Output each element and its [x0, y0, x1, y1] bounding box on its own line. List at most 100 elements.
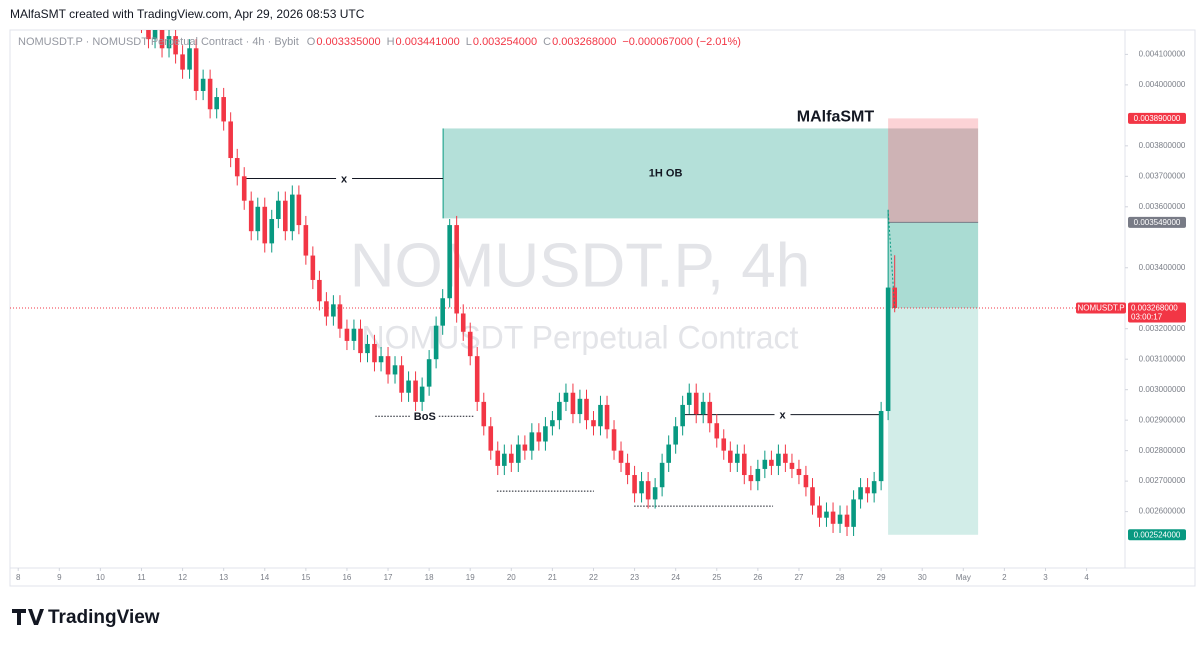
candle-body: [728, 450, 733, 463]
candle-body: [166, 36, 172, 49]
candle-body: [146, 30, 151, 40]
candle-body: [618, 450, 624, 463]
candle-body: [550, 420, 555, 427]
candle-body: [255, 206, 261, 232]
y-tick-label: 0.003000000: [1139, 385, 1186, 394]
x-tick-label: 25: [712, 573, 721, 582]
x-tick-label: 12: [178, 573, 187, 582]
last-price-label: 0.003268000: [1131, 304, 1178, 313]
x-tick-label: May: [956, 573, 971, 582]
candle-body: [755, 468, 761, 482]
candle-body: [351, 328, 357, 341]
candle-body: [611, 429, 617, 451]
candle-body: [645, 481, 651, 500]
candle-body: [433, 325, 439, 360]
candle-body: [577, 398, 583, 415]
candle-body: [262, 206, 268, 244]
x-tick-label: 16: [342, 573, 351, 582]
target-badge: [1128, 529, 1186, 541]
y-tick-label: 0.002700000: [1139, 476, 1186, 485]
x-tick-label: 3: [1043, 573, 1048, 582]
swing-label: x: [341, 173, 348, 185]
candle-body: [769, 459, 774, 466]
candle-body: [378, 356, 384, 363]
target-zone: [888, 222, 979, 535]
watermark-sub: NOMUSDT Perpetual Contract: [362, 319, 799, 355]
logo-mark: [12, 609, 44, 625]
candle-body: [844, 514, 850, 527]
footer-logo: TradingView: [12, 607, 160, 628]
candle-body: [317, 279, 322, 302]
candle-body: [557, 401, 562, 421]
x-tick-label: 10: [96, 573, 105, 582]
stop-badge: [1128, 112, 1186, 124]
candle-body: [707, 401, 713, 424]
candle-body: [495, 450, 501, 466]
ohlc-key: C: [543, 36, 551, 48]
y-tick-label: 0.003100000: [1139, 354, 1186, 363]
candle-body: [454, 225, 459, 314]
candle-body: [598, 404, 603, 427]
position-link: [887, 209, 896, 309]
candle-body: [152, 30, 158, 40]
candle-body: [885, 287, 891, 412]
candle-body: [543, 426, 548, 442]
ohlc-value: 0.003254000: [473, 36, 537, 48]
y-tick-label: 0.002900000: [1139, 415, 1186, 424]
candle-body: [741, 453, 747, 476]
credit: MAlfaSMT created with TradingView.com, A…: [10, 7, 365, 21]
candle-body: [625, 462, 630, 476]
target-progress: [888, 222, 979, 308]
candle-body: [481, 401, 487, 427]
candle-body: [385, 356, 391, 375]
candle-body: [871, 481, 877, 494]
candle-body: [276, 200, 281, 219]
candle-body: [865, 487, 870, 494]
swing-label: x: [779, 410, 786, 422]
x-tick-label: 27: [794, 573, 803, 582]
candle-body: [248, 200, 254, 232]
candle-body: [632, 475, 637, 494]
target-badge-label: 0.002524000: [1134, 530, 1181, 539]
candle-body: [241, 176, 247, 201]
candle-body: [824, 511, 829, 518]
candle-body: [467, 331, 473, 357]
candle-body: [419, 386, 425, 402]
candle-body: [735, 453, 740, 463]
candle-body: [460, 313, 466, 332]
candle-body: [440, 298, 445, 326]
candle-body: [591, 420, 596, 427]
candle-body: [193, 48, 199, 91]
candle-body: [234, 158, 240, 177]
candle-body: [269, 218, 275, 244]
candle-body: [207, 78, 213, 110]
candle-body: [187, 48, 192, 70]
x-tick-label: 23: [630, 573, 639, 582]
x-tick-label: 13: [219, 573, 228, 582]
stop-zone: [888, 118, 979, 223]
candle-body: [810, 487, 815, 506]
y-tick-label: 0.003200000: [1139, 324, 1186, 333]
x-tick-label: 30: [918, 573, 927, 582]
candle-body: [783, 453, 788, 463]
candle-body: [686, 392, 692, 405]
candle-body: [673, 426, 678, 445]
candle-body: [721, 438, 727, 451]
candle-body: [803, 475, 809, 488]
candle-body: [837, 514, 843, 524]
candle-body: [680, 404, 685, 427]
candle-body: [488, 426, 494, 451]
candle-body: [817, 505, 822, 518]
candle-body: [714, 423, 720, 439]
candle-body: [392, 365, 398, 375]
candle-body: [399, 365, 404, 393]
legend: NOMUSDT.P · NOMUSDT Perpetual Contract ·…: [18, 36, 741, 48]
x-tick-label: 19: [466, 573, 475, 582]
x-tick-label: 9: [57, 573, 62, 582]
candle-body: [303, 225, 309, 256]
ohlc-value: 0.003441000: [396, 36, 460, 48]
symbol-tag-label: NOMUSDT.P: [1077, 304, 1124, 313]
x-tick-label: 15: [301, 573, 310, 582]
